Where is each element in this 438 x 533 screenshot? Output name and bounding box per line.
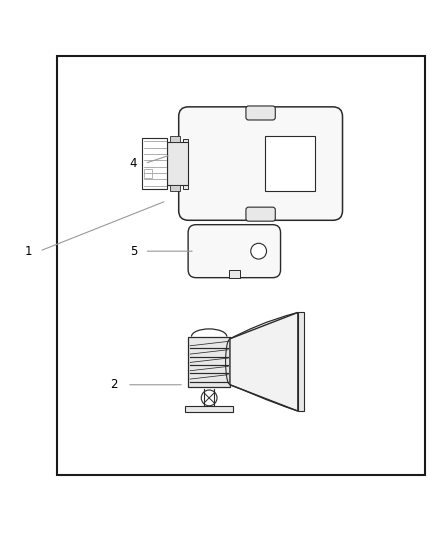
Text: 5: 5: [130, 245, 137, 257]
Bar: [144, 169, 152, 178]
FancyBboxPatch shape: [246, 106, 275, 120]
Bar: [229, 270, 240, 278]
Bar: [170, 185, 180, 191]
Bar: [183, 178, 188, 189]
Bar: [167, 142, 188, 185]
Bar: [183, 139, 188, 149]
Circle shape: [251, 243, 266, 259]
Bar: [265, 136, 315, 191]
Polygon shape: [230, 312, 298, 411]
Circle shape: [201, 390, 217, 406]
Bar: [188, 336, 230, 387]
Bar: [170, 136, 180, 142]
Text: 4: 4: [130, 157, 138, 170]
Bar: [298, 312, 304, 411]
FancyBboxPatch shape: [246, 207, 275, 221]
Bar: [185, 406, 233, 412]
Bar: [142, 139, 167, 189]
FancyBboxPatch shape: [188, 225, 280, 278]
Text: 1: 1: [25, 245, 32, 257]
Text: 2: 2: [110, 378, 118, 391]
Bar: [57, 56, 425, 474]
FancyBboxPatch shape: [179, 107, 343, 220]
